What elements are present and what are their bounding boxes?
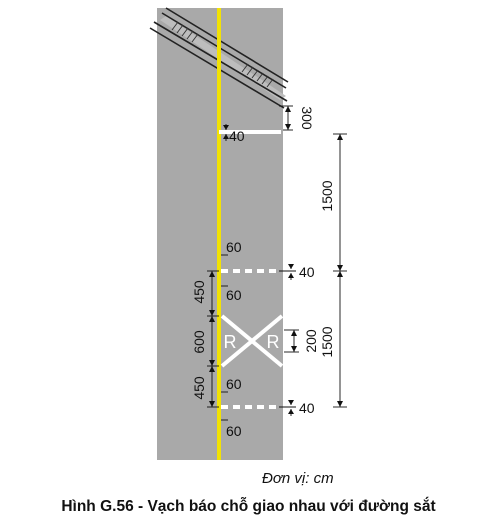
crossing-letter-right: R (267, 332, 280, 352)
dim-dash-top-width: 40 (299, 264, 315, 280)
dim-left-middle: 600 (191, 330, 207, 354)
dim-dash-upper-60b: 60 (226, 287, 242, 303)
dim-left-upper: 450 (191, 280, 207, 304)
dim-dash-upper-60a: 60 (226, 239, 242, 255)
dim-gap-to-marking: 1500 (319, 180, 335, 211)
dim-rail-offset: 300 (299, 106, 315, 130)
lower-dashed-line (221, 405, 276, 409)
unit-note: Đơn vị: cm (262, 470, 334, 487)
dim-dash-lower-60b: 60 (226, 423, 242, 439)
dim-dash-lower-60a: 60 (226, 376, 242, 392)
dimension-arrows (209, 106, 343, 414)
stop-line (219, 130, 281, 134)
crossing-x-symbol: R R (220, 314, 284, 368)
upper-dashed-line (221, 269, 276, 273)
dim-dash-bottom-width: 40 (299, 400, 315, 416)
crossing-letter-left: R (224, 332, 237, 352)
figure-caption: Hình G.56 - Vạch báo chỗ giao nhau với đ… (61, 498, 436, 515)
dim-stop-line-width: 40 (229, 128, 245, 144)
dim-marking-length: 1500 (319, 326, 335, 357)
dim-left-lower: 450 (191, 376, 207, 400)
dim-letter-height: 200 (303, 329, 319, 353)
